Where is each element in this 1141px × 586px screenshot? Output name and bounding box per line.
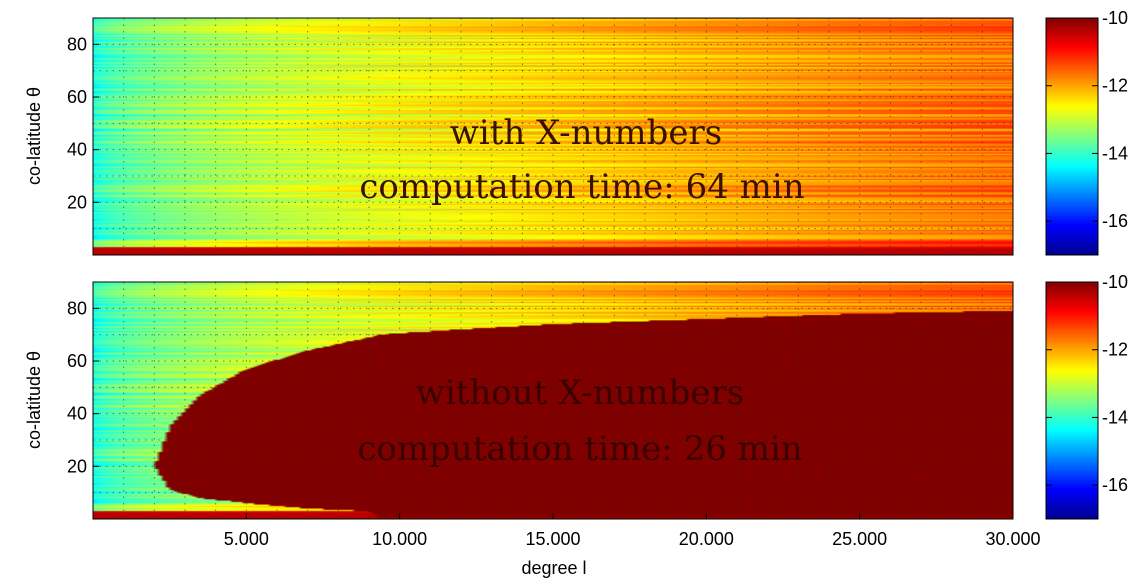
- colorbar-bottom: [1045, 281, 1099, 520]
- y-tick-label: 20: [67, 192, 87, 212]
- x-tick-label: 20.000: [679, 529, 734, 549]
- colorbar-tick-label: -14: [1102, 407, 1128, 427]
- colorbar-tick-label: -12: [1102, 340, 1128, 360]
- y-tick-label: 60: [67, 87, 87, 107]
- x-tick-label: 15.000: [525, 529, 580, 549]
- grid-top: [93, 18, 1013, 255]
- y-tick-label: 40: [67, 404, 87, 424]
- x-tick-label: 5.000: [224, 529, 269, 549]
- x-ticks-bottom: 5.000 10.000 15.000 20.000 25.000 30.000: [224, 513, 1041, 549]
- y-ticks-top: 20 40 60 80: [67, 34, 99, 212]
- y-axis-label-top: co-latitude θ: [24, 87, 44, 185]
- colorbar-ticks-top: -10 -12 -14 -16: [1046, 8, 1128, 231]
- x-tick-label: 10.000: [372, 529, 427, 549]
- y-tick-label: 80: [67, 298, 87, 318]
- annotation-line-2-bottom: computation time: 26 min: [357, 429, 802, 469]
- grid-bottom: [93, 282, 1013, 519]
- colorbar-tick-label: -16: [1102, 211, 1128, 231]
- annotation-line-1-top: with X-numbers: [450, 113, 722, 153]
- colorbar-tick-label: -12: [1102, 76, 1128, 96]
- y-tick-label: 40: [67, 140, 87, 160]
- y-ticks-bottom: 20 40 60 80: [67, 298, 99, 476]
- colorbar-top: [1045, 17, 1099, 256]
- colorbar-ticks-bottom: -10 -12 -14 -16: [1046, 272, 1128, 495]
- plot-frame-top: [92, 17, 1014, 256]
- annotation-line-2-top: computation time: 64 min: [359, 167, 804, 207]
- y-tick-label: 60: [67, 351, 87, 371]
- y-tick-label: 20: [67, 456, 87, 476]
- colorbar-tick-label: -16: [1102, 475, 1128, 495]
- x-tick-label: 25.000: [832, 529, 887, 549]
- heatmap-panel-top: 20 40 60 80 co-latitude θ with X-numbers co…: [24, 8, 1128, 256]
- annotation-line-1-bottom: without X-numbers: [416, 373, 744, 413]
- y-tick-label: 80: [67, 34, 87, 54]
- heatmap-panel-bottom: 20 40 60 80 5.000 10.000 15.000 20.000 25.000 30…: [24, 272, 1128, 578]
- y-axis-label-bottom: co-latitude θ: [24, 351, 44, 449]
- colorbar-tick-label: -14: [1102, 143, 1128, 163]
- colorbar-tick-label: -10: [1102, 8, 1128, 28]
- x-tick-label: 30.000: [985, 529, 1040, 549]
- x-axis-label: degree l: [521, 558, 586, 578]
- colorbar-tick-label: -10: [1102, 272, 1128, 292]
